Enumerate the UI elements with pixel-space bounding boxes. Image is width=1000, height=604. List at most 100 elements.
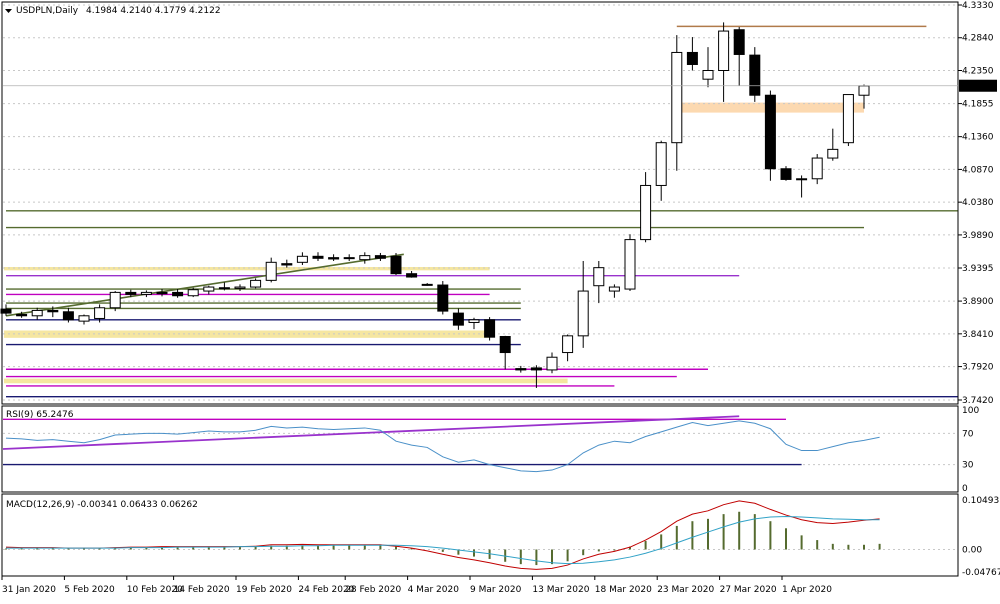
candle-body <box>499 336 511 354</box>
candle-body <box>156 291 168 295</box>
x-tick-label: 31 Jan 2020 <box>2 585 56 595</box>
current-price-label: 4.2122 <box>962 82 994 92</box>
dropdown-triangle-icon[interactable] <box>5 9 12 13</box>
candle-body <box>234 286 246 289</box>
candle-body <box>546 356 558 371</box>
x-tick-label: 5 Feb 2020 <box>64 585 115 595</box>
candle-body <box>47 309 59 313</box>
price-tick-label: 4.1855 <box>962 100 994 110</box>
macd-lines <box>5 500 880 570</box>
price-tick-label: 3.7420 <box>962 396 994 406</box>
price-panel-frame <box>1 1 959 405</box>
candle-body <box>764 94 776 170</box>
candle-body <box>624 239 636 290</box>
candle-body <box>827 148 839 159</box>
x-tick-label: 24 Feb 2020 <box>298 585 354 595</box>
candle-body <box>842 94 854 144</box>
candle-body <box>608 286 620 292</box>
candle-body <box>452 312 464 326</box>
macd-tick-label: 0.00 <box>962 546 982 556</box>
candle-body <box>312 255 324 259</box>
x-tick-label: 13 Mar 2020 <box>532 585 589 595</box>
rsi-series-line <box>5 420 880 473</box>
price-zone <box>4 266 490 271</box>
symbol-label: USDPLN,Daily <box>16 6 79 16</box>
price-grid <box>3 4 958 401</box>
candle-body <box>250 279 262 288</box>
macd-axis: 0.10493 0.00 -0.04767 <box>962 496 1000 578</box>
price-tick-label: 3.9395 <box>962 264 994 274</box>
x-tick-label: 27 Mar 2020 <box>720 585 777 595</box>
rsi-grid <box>3 432 958 466</box>
x-tick-label: 1 Apr 2020 <box>782 585 832 595</box>
price-tick-label: 4.3330 <box>962 1 994 11</box>
rsi-tick-label: 0 <box>962 484 968 494</box>
candle-body <box>718 30 730 71</box>
candle-body <box>562 335 574 354</box>
price-tick-label: 3.7920 <box>962 363 994 373</box>
candle-body <box>515 368 527 371</box>
macd-series-line <box>5 500 880 570</box>
candle-body <box>655 142 667 186</box>
macd-title: MACD(12,26,9) -0.00341 0.06433 0.06262 <box>6 500 198 510</box>
candle-body <box>858 85 870 96</box>
rsi-title: RSI(9) 65.2476 <box>6 410 74 420</box>
x-tick-label: 23 Mar 2020 <box>657 585 714 595</box>
rsi-panel-frame <box>1 405 959 493</box>
x-tick-label: 10 Feb 2020 <box>127 585 183 595</box>
rsi-tick-label: 100 <box>962 406 979 416</box>
trendline <box>5 253 404 317</box>
price-axis: 4.3330 4.2840 4.2350 4.1855 4.1360 4.0870 4.03… <box>3 1 997 406</box>
candle-body <box>94 307 106 319</box>
candle-body <box>0 308 12 314</box>
x-tick-label: 18 Mar 2020 <box>595 585 652 595</box>
price-tick-label: 3.8410 <box>962 330 994 340</box>
candle-body <box>749 54 761 96</box>
candle-body <box>437 284 449 312</box>
rsi-axis: 100 70 30 0 <box>962 406 979 494</box>
macd-tick-label: 0.10493 <box>962 496 999 506</box>
candle-body <box>640 184 652 241</box>
candle-body <box>468 319 480 323</box>
x-tick-label: 19 Feb 2020 <box>236 585 292 595</box>
ohlc-label: 4.1984 4.2140 4.1779 4.2122 <box>86 6 221 16</box>
candlesticks <box>0 22 870 388</box>
rsi-trendline <box>2 415 740 450</box>
candle-body <box>421 283 433 286</box>
price-tick-label: 4.0870 <box>962 165 994 175</box>
price-tick-label: 4.2840 <box>962 34 994 44</box>
rsi-tick-label: 30 <box>962 461 974 471</box>
x-tick-label: 28 Feb 2020 <box>345 585 401 595</box>
price-levels <box>5 25 958 398</box>
candle-body <box>811 157 823 180</box>
candle-body <box>577 290 589 337</box>
candle-body <box>686 51 698 65</box>
candle-body <box>187 289 199 297</box>
price-tick-label: 3.9890 <box>962 231 994 241</box>
candle-body <box>78 315 90 322</box>
candle-body <box>265 261 277 281</box>
price-zones <box>4 102 864 384</box>
candle-body <box>671 51 683 144</box>
candle-body <box>343 257 355 260</box>
macd-series-line <box>6 515 880 565</box>
candle-body <box>530 367 542 371</box>
candle-body <box>281 263 293 266</box>
x-tick-label: 4 Mar 2020 <box>408 585 460 595</box>
candle-body <box>218 287 230 290</box>
candle-body <box>296 255 308 263</box>
price-zone <box>4 378 568 384</box>
candle-body <box>484 319 496 338</box>
candle-body <box>16 313 28 317</box>
candle-body <box>796 178 808 181</box>
candle-body <box>31 309 43 317</box>
price-tick-label: 4.2350 <box>962 66 994 76</box>
candle-body <box>172 291 184 297</box>
candle-body <box>390 255 402 275</box>
candle-body <box>109 291 121 309</box>
candle-body <box>359 255 371 261</box>
rsi-lines <box>2 415 880 473</box>
candle-body <box>203 286 215 292</box>
